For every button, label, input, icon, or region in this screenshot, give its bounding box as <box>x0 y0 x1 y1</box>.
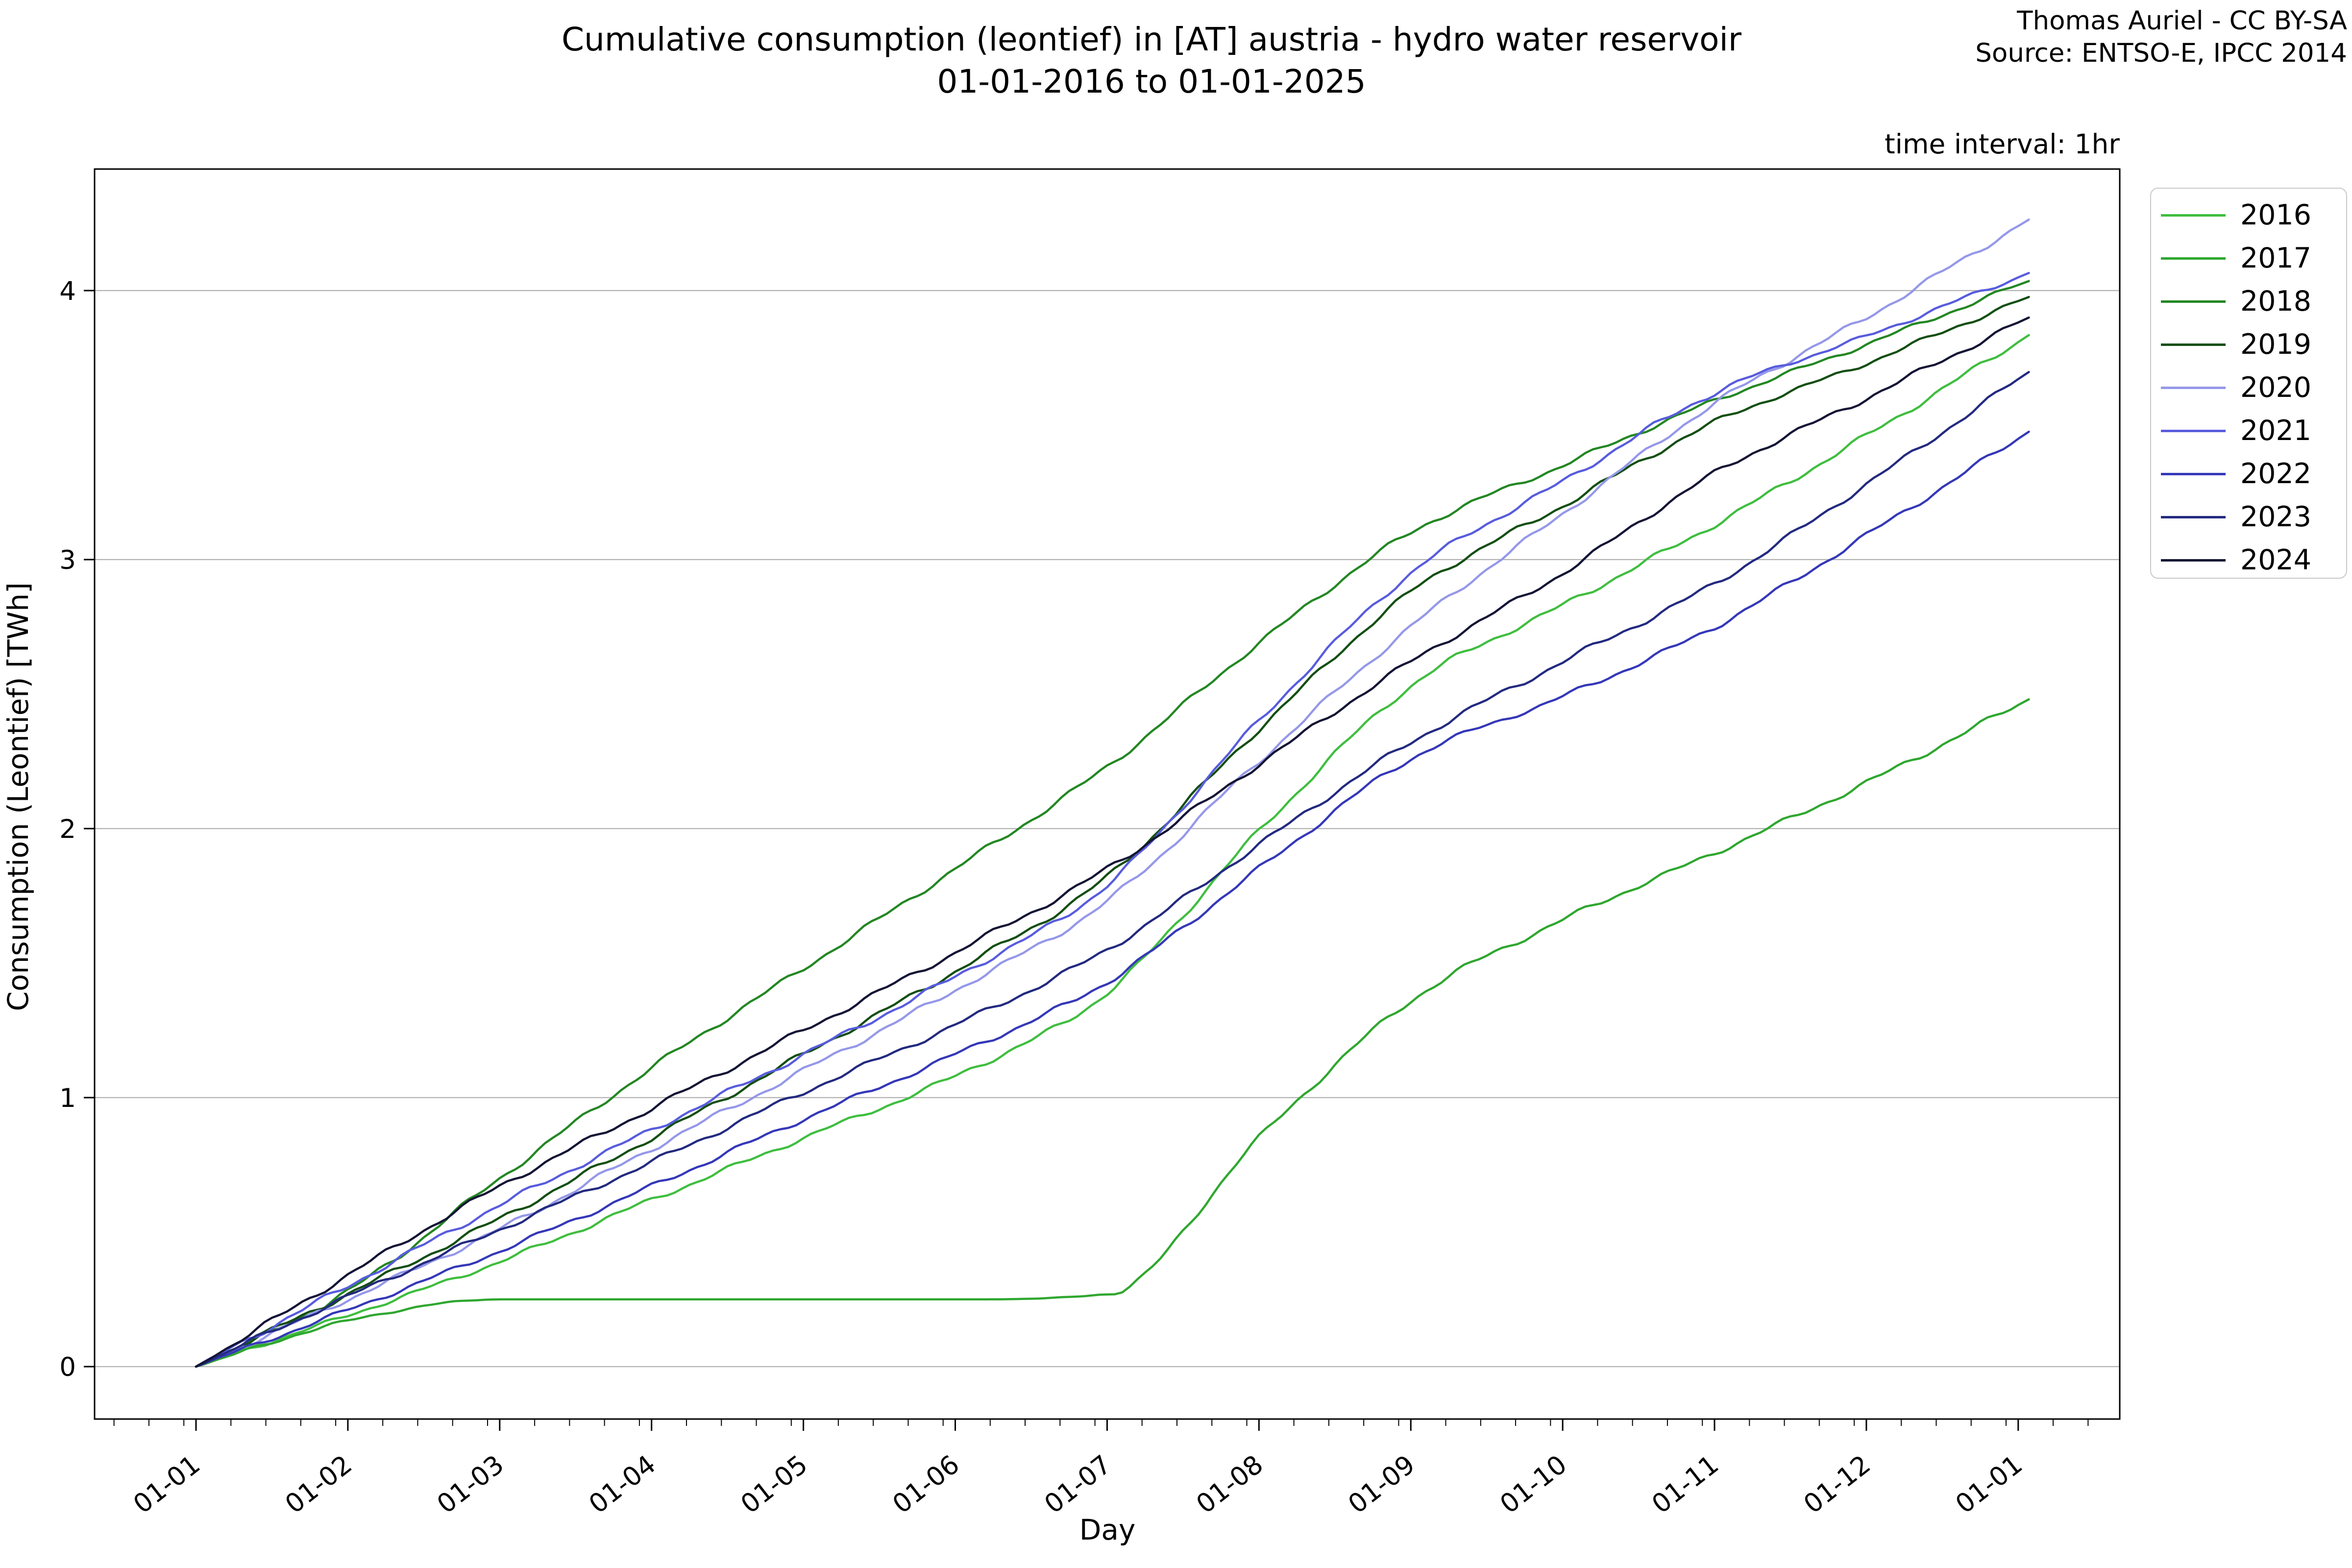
series-line-2016 <box>195 334 2030 1368</box>
x-tick-label: 01-10 <box>1494 1449 1572 1519</box>
legend-item-2019: 2019 <box>2151 323 2346 366</box>
legend-box: 2016 2017 2018 2019 2020 2021 2022 2023 2024 <box>2150 188 2347 579</box>
x-tick-label: 01-07 <box>1039 1449 1117 1519</box>
legend-line-swatch <box>2161 429 2226 432</box>
legend-line-swatch <box>2161 214 2226 217</box>
legend-item-2016: 2016 <box>2151 194 2346 237</box>
legend-item-2024: 2024 <box>2151 539 2346 582</box>
axes-spines <box>94 168 2121 1420</box>
legend-line-swatch <box>2161 257 2226 260</box>
x-tick-label: 01-01 <box>128 1449 206 1519</box>
y-tick-label: 2 <box>59 814 76 844</box>
series-line-2019 <box>195 295 2030 1368</box>
time-interval-note: time interval: 1hr <box>1885 128 2120 160</box>
legend-item-2022: 2022 <box>2151 452 2346 495</box>
legend-label: 2020 <box>2240 371 2312 404</box>
series-line-2022 <box>195 430 2030 1368</box>
legend-line-swatch <box>2161 300 2226 303</box>
attribution: Thomas Auriel - CC BY-SA Source: ENTSO-E… <box>1975 5 2347 70</box>
chart-title: Cumulative consumption (leontief) in [AT… <box>441 19 1862 103</box>
legend-label: 2016 <box>2240 199 2312 231</box>
x-tick-label: 01-06 <box>887 1449 965 1519</box>
legend-label: 2023 <box>2240 501 2312 533</box>
legend-item-2023: 2023 <box>2151 495 2346 539</box>
x-tick-label: 01-12 <box>1798 1449 1876 1519</box>
x-tick-label: 01-03 <box>432 1449 510 1519</box>
y-tick-label: 4 <box>59 276 76 306</box>
legend-label: 2017 <box>2240 242 2312 274</box>
chart-title-line2: 01-01-2016 to 01-01-2025 <box>937 63 1366 100</box>
series-line-2023 <box>195 370 2030 1368</box>
series-line-2024 <box>195 316 2030 1368</box>
x-tick-label: 01-11 <box>1646 1449 1724 1519</box>
legend-label: 2024 <box>2240 544 2312 576</box>
x-tick-label: 01-05 <box>735 1449 813 1519</box>
attribution-author: Thomas Auriel - CC BY-SA <box>2017 6 2347 36</box>
x-tick-label: 01-09 <box>1343 1449 1421 1519</box>
legend-line-swatch <box>2161 559 2226 562</box>
legend-label: 2018 <box>2240 285 2312 318</box>
legend-label: 2022 <box>2240 458 2312 490</box>
legend-line-swatch <box>2161 386 2226 389</box>
y-tick-label: 0 <box>59 1352 76 1382</box>
legend-line-swatch <box>2161 472 2226 475</box>
chart-title-line1: Cumulative consumption (leontief) in [AT… <box>561 21 1742 58</box>
legend-label: 2021 <box>2240 415 2312 447</box>
y-tick-label: 1 <box>59 1083 76 1113</box>
x-axis-title: Day <box>1079 1513 1136 1546</box>
x-tick-label: 01-04 <box>584 1449 662 1519</box>
series-line-2021 <box>195 271 2030 1368</box>
legend-item-2017: 2017 <box>2151 237 2346 280</box>
legend-line-swatch <box>2161 343 2226 346</box>
legend-item-2021: 2021 <box>2151 409 2346 452</box>
legend-label: 2019 <box>2240 328 2312 361</box>
legend-item-2018: 2018 <box>2151 280 2346 323</box>
series-line-2018 <box>195 280 2030 1368</box>
x-tick-label: 01-01 <box>1950 1449 2028 1519</box>
y-tick-label: 3 <box>59 545 76 575</box>
y-axis-title: Consumption (Leontief) [TWh] <box>1 582 35 1011</box>
series-line-2017 <box>195 698 2030 1368</box>
x-tick-label: 01-08 <box>1191 1449 1269 1519</box>
legend-line-swatch <box>2161 515 2226 518</box>
legend-item-2020: 2020 <box>2151 366 2346 409</box>
x-tick-label: 01-02 <box>280 1449 358 1519</box>
series-line-2020 <box>195 218 2030 1368</box>
attribution-source: Source: ENTSO-E, IPCC 2014 <box>1975 38 2347 68</box>
